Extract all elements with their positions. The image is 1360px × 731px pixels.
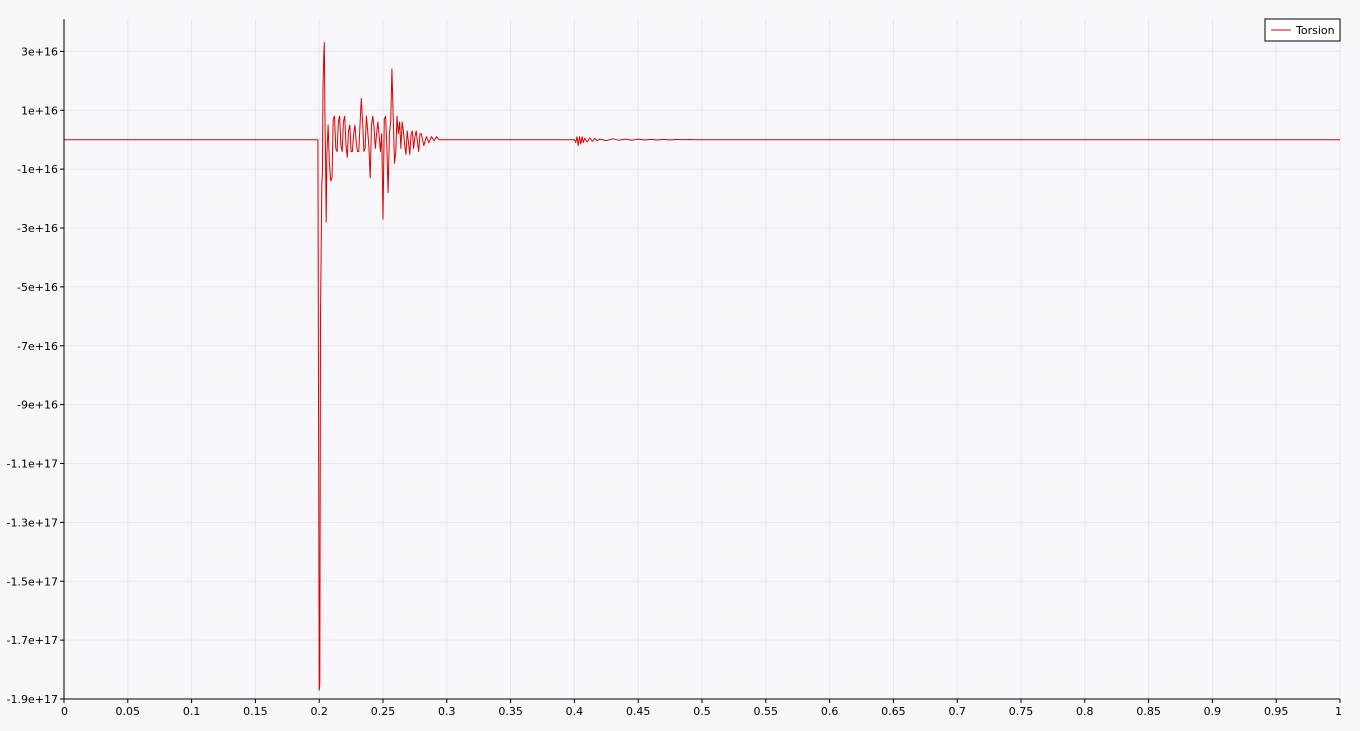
y-tick-label: -5e+16 bbox=[17, 281, 58, 294]
y-tick-label: 3e+16 bbox=[21, 45, 58, 58]
x-tick-label: 0.2 bbox=[310, 705, 328, 718]
x-tick-label: 0.15 bbox=[243, 705, 268, 718]
series-line-torsion bbox=[64, 42, 1340, 691]
x-tick-label: 0.95 bbox=[1264, 705, 1289, 718]
series-layer bbox=[64, 42, 1340, 691]
y-tick-label: -1e+16 bbox=[17, 163, 58, 176]
x-tick-label: 0.55 bbox=[754, 705, 779, 718]
y-tick-label: 1e+16 bbox=[21, 104, 58, 117]
x-tick-label: 0.1 bbox=[183, 705, 201, 718]
y-tick-label: -1.9e+17 bbox=[7, 693, 58, 706]
grid-layer bbox=[63, 19, 1341, 700]
y-tick-label: -1.3e+17 bbox=[7, 516, 58, 529]
x-tick-label: 0.5 bbox=[693, 705, 711, 718]
y-tick-label: -7e+16 bbox=[17, 340, 58, 353]
y-tick-label: -3e+16 bbox=[17, 222, 58, 235]
x-tick-label: 0.35 bbox=[498, 705, 523, 718]
x-tick-label: 0.7 bbox=[948, 705, 966, 718]
x-tick-layer: 0 0.05 0.1 0.15 0.2 0.25 0.3 0.35 0.4 0.45 0.5 0.55… bbox=[61, 699, 1342, 718]
y-tick-label: -1.7e+17 bbox=[7, 634, 58, 647]
x-tick-label: 0.9 bbox=[1204, 705, 1222, 718]
x-tick-label: 0.85 bbox=[1136, 705, 1161, 718]
x-tick-label: 0.4 bbox=[566, 705, 584, 718]
x-tick-label: 0.25 bbox=[371, 705, 396, 718]
x-tick-label: 0.05 bbox=[116, 705, 141, 718]
y-tick-label: -1.1e+17 bbox=[7, 458, 58, 471]
legend-label: Torsion bbox=[1295, 24, 1335, 37]
x-tick-label: 1 bbox=[1335, 705, 1342, 718]
x-tick-label: 0 bbox=[61, 705, 68, 718]
x-tick-label: 0.75 bbox=[1009, 705, 1034, 718]
y-tick-label: -9e+16 bbox=[17, 399, 58, 412]
x-tick-label: 0.6 bbox=[821, 705, 839, 718]
legend: Torsion bbox=[1264, 18, 1341, 42]
y-tick-label: -1.5e+17 bbox=[7, 575, 58, 588]
x-tick-label: 0.8 bbox=[1076, 705, 1094, 718]
legend-box bbox=[1264, 18, 1341, 42]
y-tick-layer: 3e+16 1e+16 -1e+16 -3e+16 -5e+16 -7e+16 -9e+16… bbox=[7, 45, 64, 706]
x-tick-label: 0.3 bbox=[438, 705, 456, 718]
x-tick-label: 0.65 bbox=[881, 705, 906, 718]
x-tick-label: 0.45 bbox=[626, 705, 651, 718]
